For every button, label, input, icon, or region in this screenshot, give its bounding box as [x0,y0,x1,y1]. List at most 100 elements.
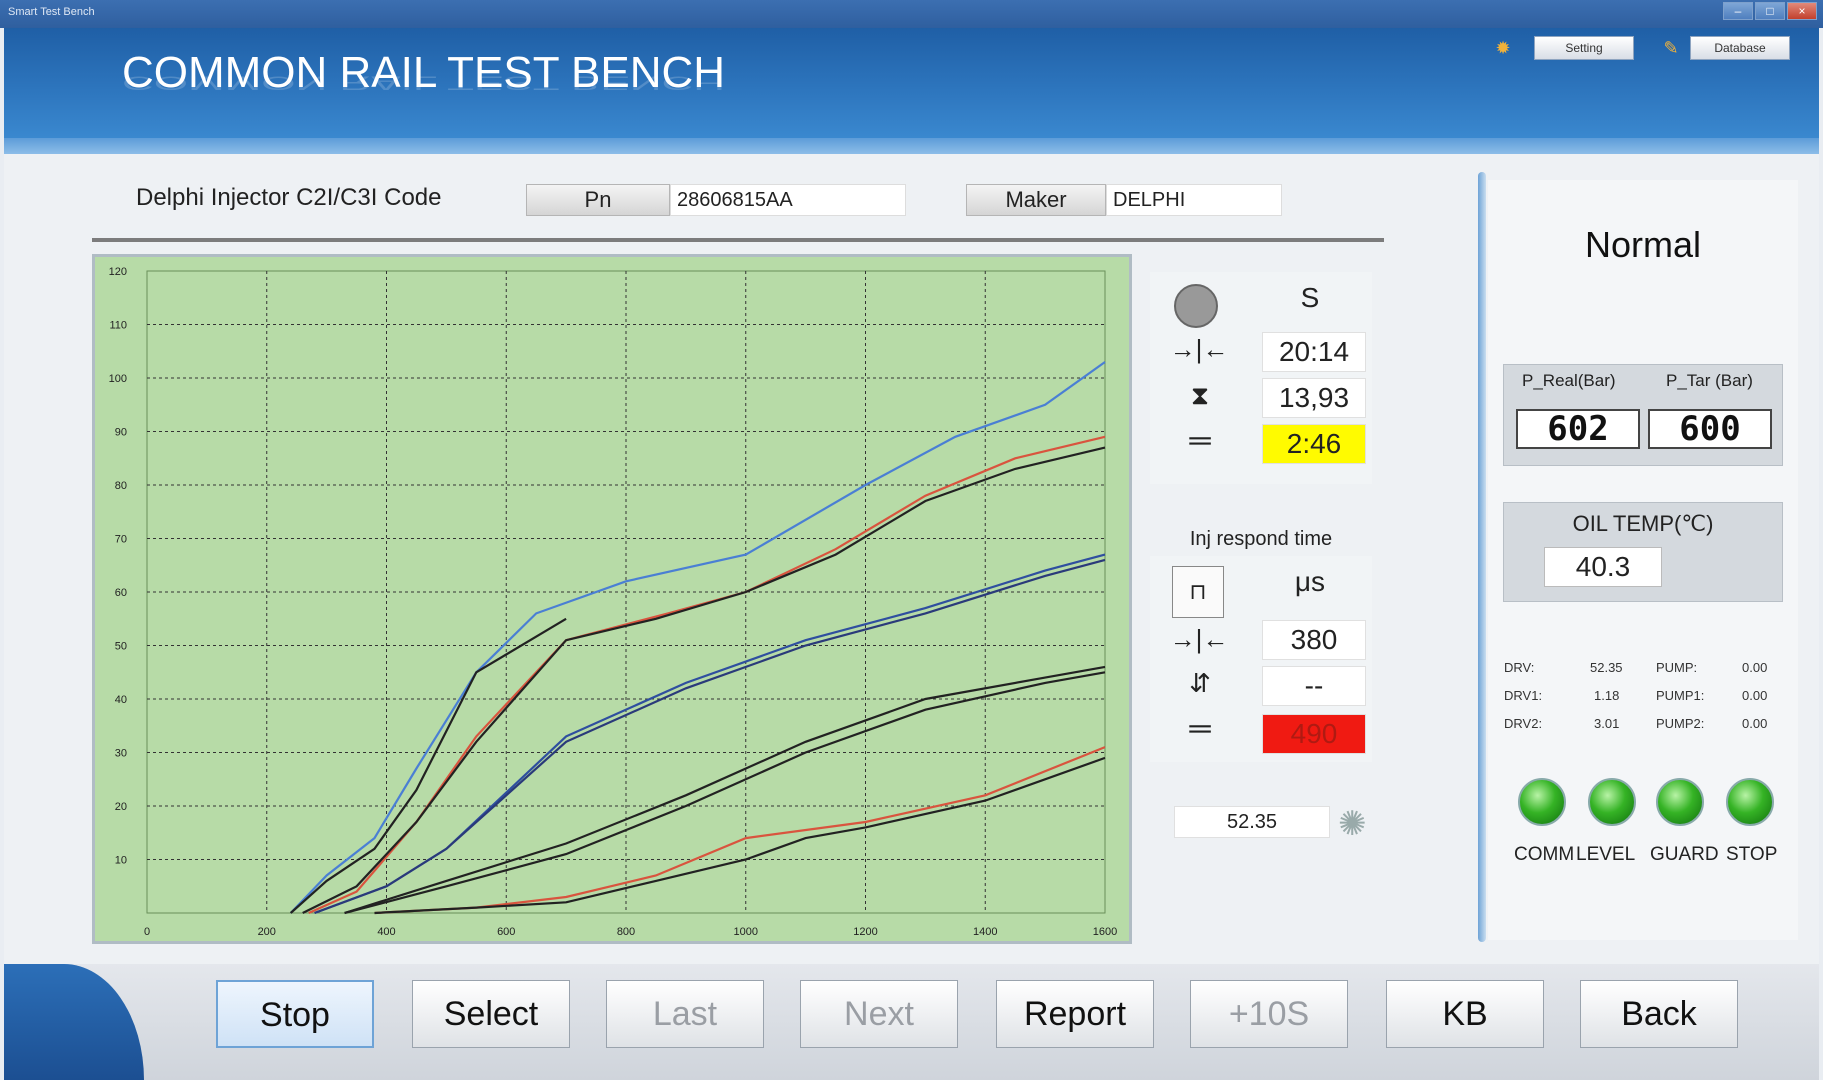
spinner-icon: ✺ [1338,805,1367,843]
plus10s-button[interactable]: +10S [1190,980,1348,1048]
flow-chart-svg: 0 200 400 600 800 1000 1200 1400 1600 10 20 30 40 50 6… [95,257,1129,941]
drv-label: DRV: [1504,660,1535,675]
drv2-label: DRV2: [1504,716,1543,731]
hourglass-icon: ⧗ [1190,380,1210,410]
led-label-comm: COMM [1514,844,1575,865]
pn-label: Pn [526,184,670,216]
timer-panel: S →|← 20:14 ⧗ 13,93 ═ 2:46 [1150,272,1372,484]
page-title: COMMON RAIL TEST BENCH [122,48,726,97]
y-tick-label: 120 [109,266,127,278]
y-tick-label: 80 [115,480,127,492]
last-button[interactable]: Last [606,980,764,1048]
pump-value: 0.00 [1742,660,1768,675]
y-tick-label: 110 [109,320,127,332]
setting-button[interactable]: Setting [1534,36,1634,60]
respond-unit: μs [1294,566,1326,597]
series-line-8 [344,671,1106,915]
respond-result: 490 [1262,714,1366,754]
led-comm [1518,778,1566,826]
led-level [1588,778,1636,826]
interval-icon: →|← [1169,624,1229,654]
drv1-value: 1.18 [1594,688,1620,703]
led-stop [1726,778,1774,826]
respond-value-2: -- [1262,666,1366,706]
timer-value-2: 13,93 [1262,378,1366,418]
header-strip [4,138,1819,154]
window-controls: – □ × [1723,2,1817,20]
y-tick-label: 100 [109,373,127,385]
window-title: Smart Test Bench [8,6,95,18]
y-tick-label: 20 [115,801,127,813]
drv2-value: 3.01 [1594,716,1620,731]
series-line-4 [302,446,1106,914]
respond-panel: ⊓ μs →|← 380 ⇵ -- ═ 490 [1150,556,1372,762]
pump2-value: 0.00 [1742,716,1768,731]
timer-unit: S [1300,282,1320,313]
y-tick-label: 30 [115,748,127,760]
divider [92,238,1384,242]
drv1-label: DRV1: [1504,688,1543,703]
series-line-7 [344,665,1106,915]
x-tick-label: 800 [617,926,635,938]
report-button[interactable]: Report [996,980,1154,1048]
x-tick-label: 1400 [973,926,997,938]
spread-icon: ⇵ [1189,668,1211,698]
close-icon[interactable]: × [1787,2,1817,20]
page-title-reflection: COMMON RAIL TEST BENCH [122,71,726,94]
maker-field[interactable]: DELPHI [1106,184,1282,216]
p-real-value: 602 [1516,409,1640,449]
respond-title: Inj respond time [1189,528,1333,550]
app-header: COMMON RAIL TEST BENCH COMMON RAIL TEST … [4,28,1819,138]
window-titlebar: Smart Test Bench – □ × [0,0,1823,28]
kb-button[interactable]: KB [1386,980,1544,1048]
respond-value-1: 380 [1262,620,1366,660]
y-tick-label: 50 [115,641,127,653]
database-button[interactable]: Database [1690,36,1790,60]
x-tick-label: 200 [258,926,276,938]
back-button[interactable]: Back [1580,980,1738,1048]
series-line-3 [308,435,1106,915]
next-button[interactable]: Next [800,980,958,1048]
gear-icon[interactable]: ✹ [1495,38,1511,58]
oil-temp-value: 40.3 [1544,547,1662,587]
pencil-icon[interactable]: ✎ [1663,38,1679,58]
y-tick-label: 60 [115,587,127,599]
y-tick-label: 10 [115,855,127,867]
series-line-10 [374,756,1106,915]
p-tar-value: 600 [1648,409,1772,449]
p-real-label: P_Real(Bar) [1522,371,1616,390]
pulse-icon: ⊓ [1172,566,1224,618]
drv-readout: 52.35 [1174,806,1330,838]
led-label-guard: GUARD [1650,844,1719,865]
pn-field[interactable]: 28606815AA [670,184,906,216]
x-tick-label: 1000 [734,926,758,938]
x-tick-label: 600 [497,926,515,938]
pump1-label: PUMP1: [1656,688,1705,703]
maker-label: Maker [966,184,1106,216]
x-tick-label: 400 [377,926,395,938]
select-button[interactable]: Select [412,980,570,1048]
stop-button[interactable]: Stop [216,980,374,1048]
mode-status: Normal [1584,224,1701,265]
pump-label: PUMP: [1656,660,1698,675]
timer-remaining: 2:46 [1262,424,1366,464]
injector-type-label: Delphi Injector C2I/C3I Code [136,184,442,211]
clock-icon [1174,284,1218,328]
equals-icon: ═ [1189,424,1211,457]
flow-chart: 0 200 400 600 800 1000 1200 1400 1600 10 20 30 40 50 6… [92,254,1132,944]
p-tar-label: P_Tar (Bar) [1666,371,1753,390]
series-line-5 [314,553,1106,915]
oil-temp-group: OIL TEMP(℃) 40.3 [1503,502,1783,602]
led-guard [1656,778,1704,826]
pump2-label: PUMP2: [1656,716,1705,731]
pressure-group: P_Real(Bar) P_Tar (Bar) 602 600 [1503,364,1783,466]
oil-temp-label: OIL TEMP(℃) [1572,511,1714,536]
interval-icon: →|← [1169,334,1229,364]
status-edge [1478,172,1486,942]
minimize-icon[interactable]: – [1723,2,1753,20]
x-tick-label: 1600 [1093,926,1117,938]
maximize-icon[interactable]: □ [1755,2,1785,20]
drv-value: 52.35 [1590,660,1623,675]
y-tick-label: 90 [115,427,127,439]
y-tick-label: 40 [115,694,127,706]
